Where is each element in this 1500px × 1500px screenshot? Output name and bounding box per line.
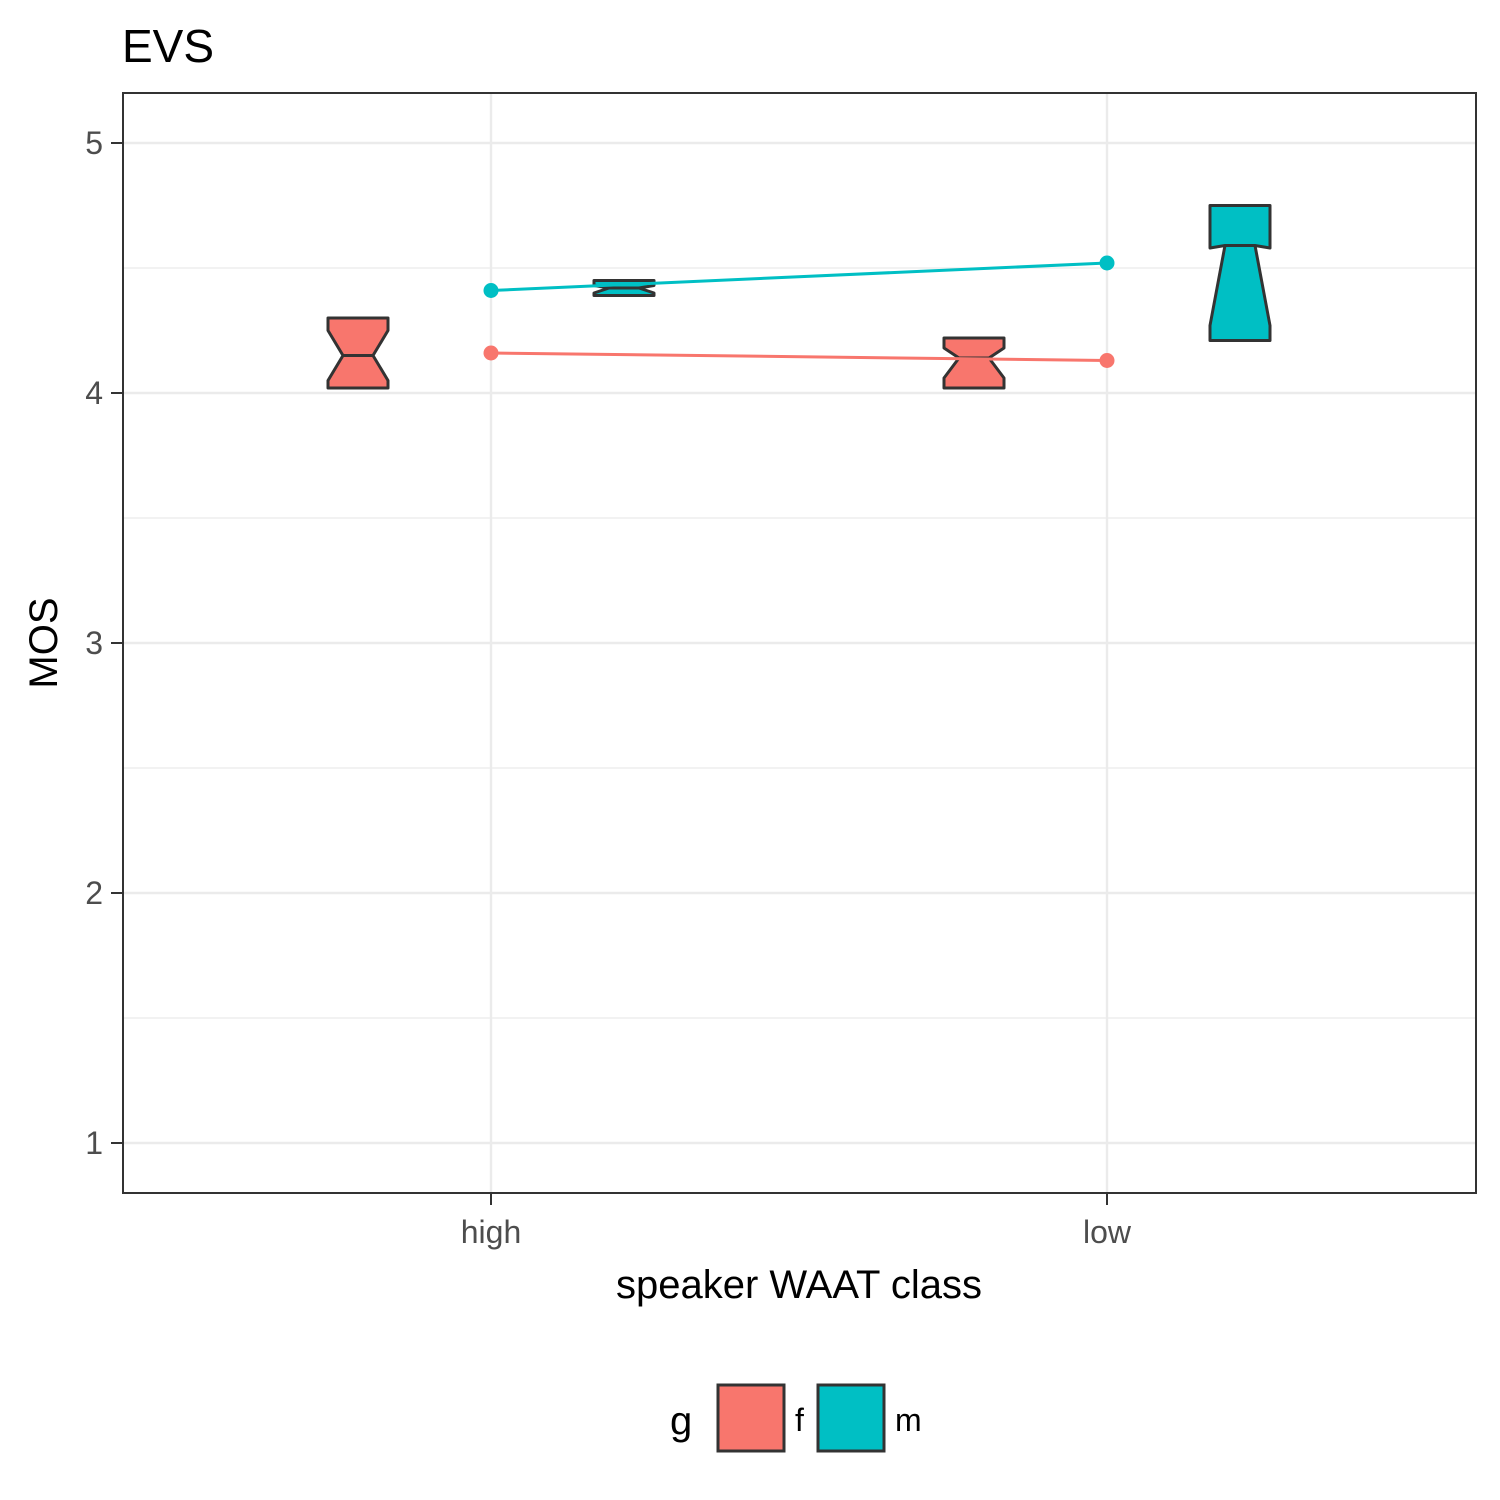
chart-marks <box>326 204 1272 390</box>
y-tick-label: 4 <box>85 375 103 411</box>
grid-lines <box>123 93 1476 1193</box>
legend-title: g <box>670 1399 692 1443</box>
legend-key-f <box>716 1383 786 1453</box>
legend-label-f: f <box>795 1402 804 1438</box>
axes: 1 2 3 4 5 high low <box>85 125 1132 1250</box>
legend-key-m <box>816 1383 886 1453</box>
mean-line-f <box>490 351 1108 362</box>
mean-point-m-low <box>1099 255 1115 271</box>
notched-box-m-low <box>1208 204 1272 342</box>
y-tick-label: 2 <box>85 875 103 911</box>
y-axis-title: MOS <box>22 597 66 688</box>
mean-point-f-low <box>1099 353 1115 368</box>
notched-box-f-low <box>942 336 1006 390</box>
x-axis-title: speaker WAAT class <box>616 1263 982 1307</box>
y-tick-label: 5 <box>85 125 103 161</box>
y-tick-label: 1 <box>85 1125 103 1161</box>
mean-line-m <box>490 261 1108 292</box>
y-tick-label: 3 <box>85 625 103 661</box>
notched-box-f-high <box>326 316 390 390</box>
mean-point-m-high <box>483 283 499 298</box>
mean-point-f-high <box>483 345 499 361</box>
legend-label-m: m <box>895 1402 922 1438</box>
chart-title: EVS <box>122 20 214 72</box>
x-tick-label: high <box>461 1214 522 1250</box>
x-tick-label: low <box>1083 1214 1132 1250</box>
